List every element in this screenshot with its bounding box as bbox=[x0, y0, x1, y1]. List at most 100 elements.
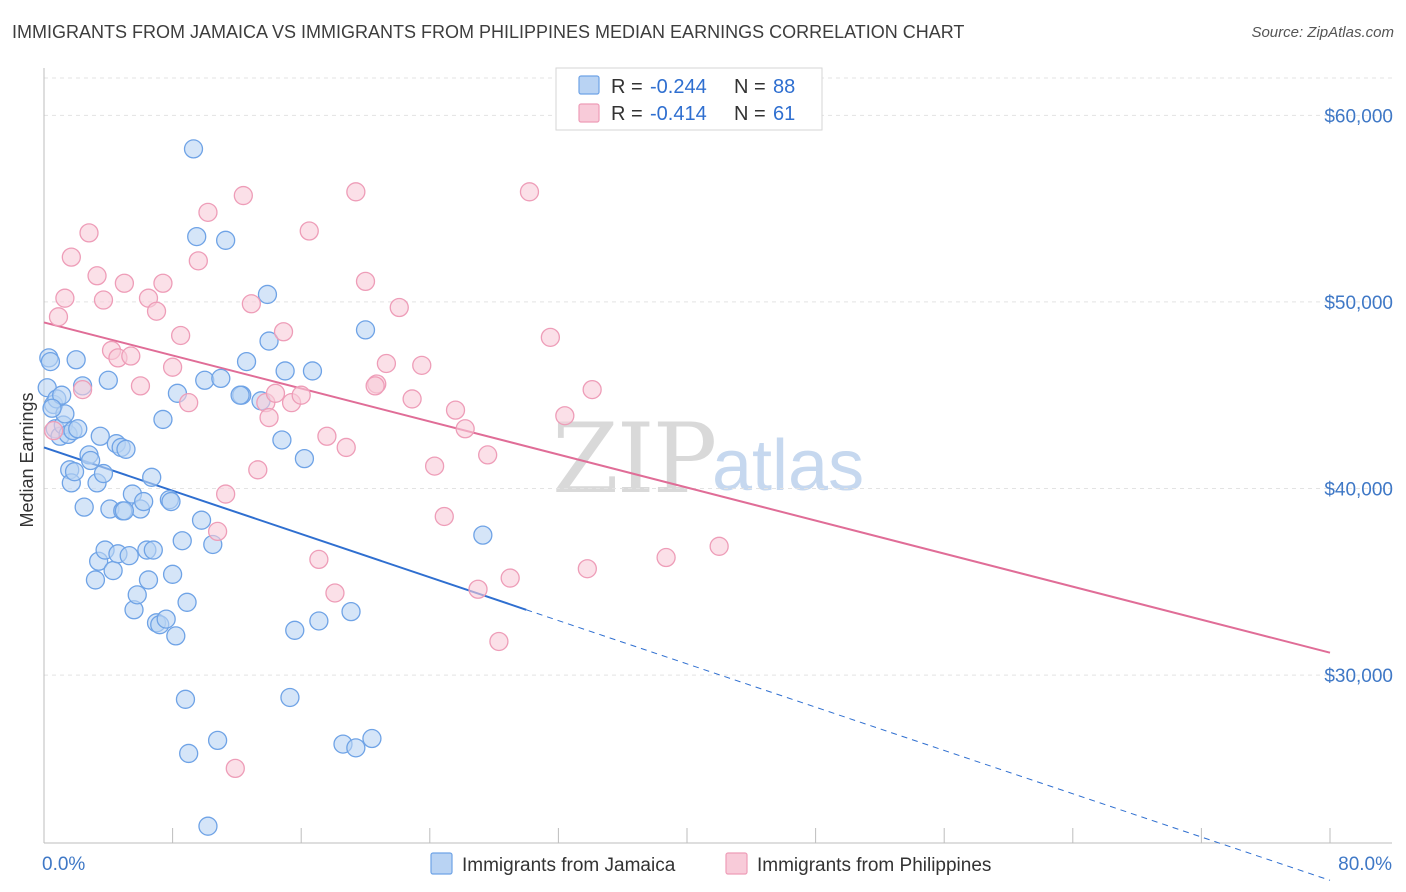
data-point bbox=[61, 247, 81, 267]
legend-n-value-jamaica: 88 bbox=[773, 76, 795, 98]
bottom-legend-swatch-jamaica bbox=[430, 852, 453, 875]
data-point bbox=[119, 546, 139, 566]
data-point bbox=[211, 368, 231, 389]
data-point bbox=[225, 758, 245, 779]
grid bbox=[44, 77, 1392, 676]
data-point bbox=[98, 370, 118, 390]
legend-r-label-jamaica: R = bbox=[611, 76, 643, 98]
data-point bbox=[241, 294, 262, 314]
y-tick-label: $30,000 bbox=[1324, 666, 1393, 687]
legend: R = -0.244 N = 88 R = -0.414 N = 61 bbox=[555, 67, 823, 131]
data-point bbox=[188, 251, 208, 271]
data-point bbox=[577, 559, 597, 579]
data-point bbox=[656, 547, 676, 568]
data-point bbox=[302, 361, 323, 381]
data-point bbox=[64, 462, 85, 482]
data-point bbox=[138, 570, 159, 590]
data-point bbox=[66, 350, 86, 370]
data-point bbox=[127, 585, 147, 605]
data-point bbox=[478, 445, 498, 465]
legend-n-label-jamaica: N = bbox=[734, 76, 766, 98]
data-point bbox=[177, 592, 197, 612]
data-point bbox=[90, 426, 110, 446]
axes bbox=[43, 68, 1392, 844]
data-point bbox=[455, 419, 475, 439]
data-point bbox=[233, 185, 253, 206]
data-point bbox=[55, 288, 75, 308]
data-point bbox=[376, 353, 397, 374]
y-tick-label: $50,000 bbox=[1324, 293, 1393, 314]
data-point bbox=[40, 351, 61, 372]
data-point bbox=[259, 331, 279, 351]
data-point bbox=[555, 406, 575, 426]
data-point bbox=[68, 419, 88, 439]
data-point bbox=[389, 297, 409, 318]
data-point bbox=[424, 456, 445, 476]
trendline-0 bbox=[43, 446, 527, 611]
data-point bbox=[153, 409, 173, 430]
data-point bbox=[166, 626, 186, 646]
data-point bbox=[162, 357, 183, 377]
chart-title: IMMIGRANTS FROM JAMAICA VS IMMIGRANTS FR… bbox=[12, 22, 965, 42]
legend-swatch-philippines bbox=[578, 103, 600, 123]
data-point bbox=[195, 370, 215, 390]
bottom-legend-label-philippines: Immigrants from Philippines bbox=[757, 855, 991, 876]
data-points bbox=[37, 139, 729, 836]
bottom-legend: Immigrants from Jamaica Immigrants from … bbox=[430, 852, 991, 876]
data-point bbox=[179, 393, 199, 413]
data-point bbox=[172, 531, 192, 551]
data-point bbox=[72, 379, 93, 400]
data-point bbox=[146, 301, 167, 321]
data-point bbox=[540, 327, 561, 348]
data-point bbox=[272, 430, 292, 450]
data-point bbox=[280, 687, 300, 708]
data-point bbox=[346, 182, 366, 202]
legend-r-label-philippines: R = bbox=[611, 103, 643, 125]
legend-swatch-jamaica bbox=[578, 75, 600, 95]
y-axis-label: Median Earnings bbox=[17, 392, 37, 527]
data-point bbox=[162, 564, 183, 584]
data-point bbox=[87, 266, 107, 286]
data-point bbox=[285, 620, 305, 640]
y-tick-label: $60,000 bbox=[1324, 106, 1393, 127]
data-point bbox=[341, 601, 361, 622]
series-1-points bbox=[43, 182, 729, 779]
data-point bbox=[236, 351, 257, 372]
data-point bbox=[336, 437, 356, 458]
data-point bbox=[362, 728, 382, 749]
data-point bbox=[142, 467, 162, 487]
legend-r-value-jamaica: -0.244 bbox=[650, 76, 707, 98]
data-point bbox=[121, 346, 141, 366]
bottom-legend-label-jamaica: Immigrants from Jamaica bbox=[462, 855, 676, 876]
data-point bbox=[434, 506, 454, 527]
data-point bbox=[207, 730, 228, 751]
data-point bbox=[355, 320, 376, 340]
data-point bbox=[103, 560, 123, 581]
data-point bbox=[161, 491, 181, 512]
data-point bbox=[325, 583, 345, 603]
watermark-atlas: atlas bbox=[712, 426, 864, 506]
y-tick-labels: $30,000 $40,000 $50,000 $60,000 bbox=[1324, 106, 1393, 687]
trendline-1 bbox=[43, 321, 1331, 654]
data-point bbox=[198, 202, 218, 222]
data-point bbox=[170, 325, 191, 346]
data-point bbox=[273, 322, 294, 342]
data-point bbox=[317, 426, 337, 446]
data-point bbox=[93, 290, 114, 310]
data-point bbox=[257, 284, 278, 305]
data-point bbox=[74, 497, 94, 517]
data-point bbox=[500, 568, 520, 588]
data-point bbox=[265, 383, 286, 403]
data-point bbox=[582, 379, 602, 400]
data-point bbox=[489, 631, 509, 652]
data-point bbox=[402, 389, 422, 409]
data-point bbox=[365, 376, 385, 396]
data-point bbox=[156, 609, 176, 629]
data-point bbox=[187, 226, 207, 247]
legend-box bbox=[555, 67, 823, 131]
x-tick-min: 0.0% bbox=[42, 854, 85, 875]
data-point bbox=[130, 376, 151, 396]
data-point bbox=[248, 460, 268, 480]
y-tick-label: $40,000 bbox=[1324, 479, 1393, 500]
